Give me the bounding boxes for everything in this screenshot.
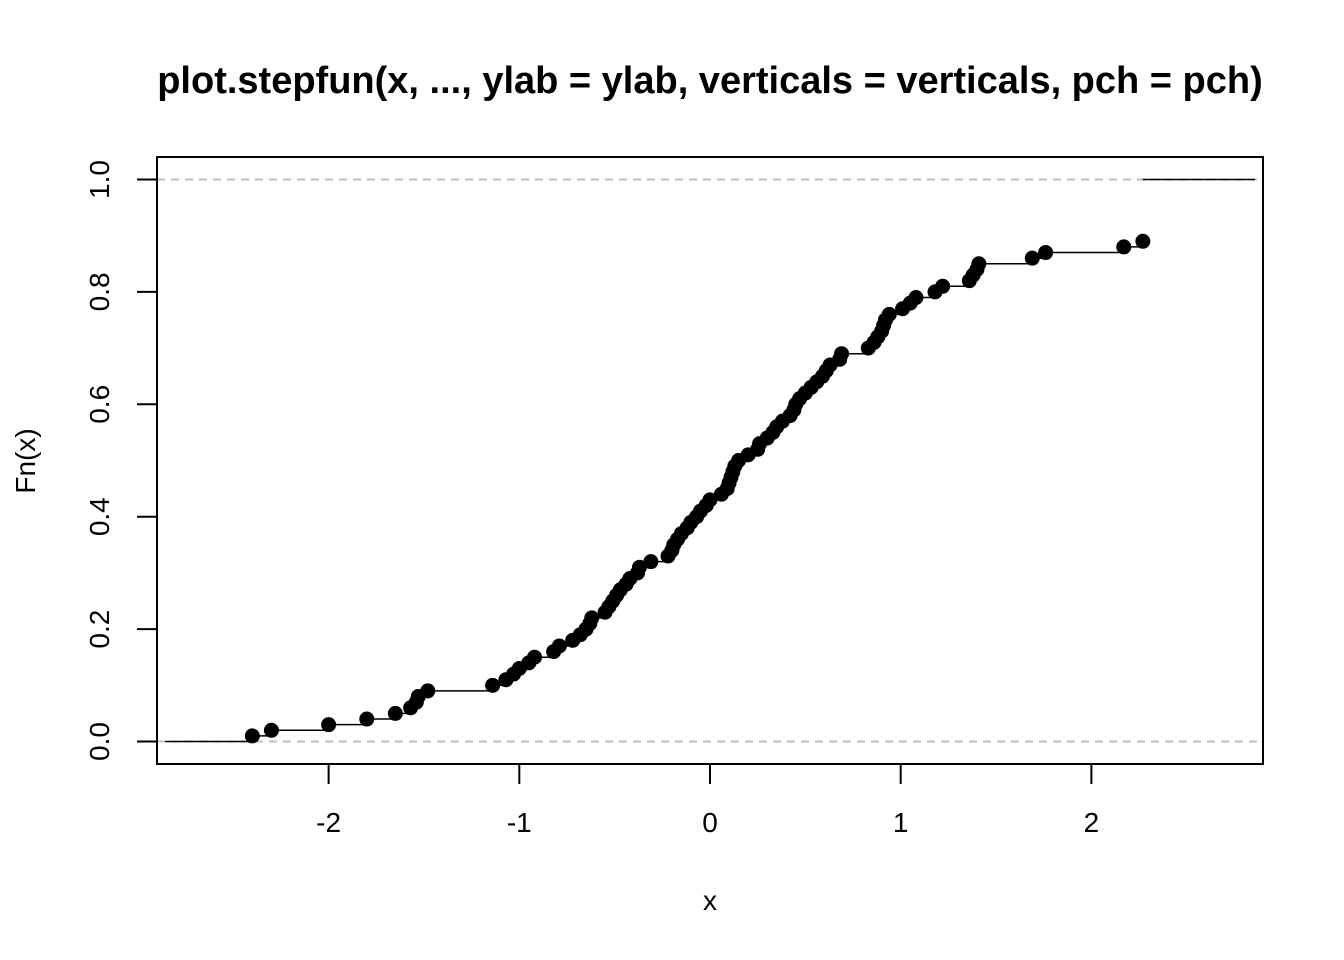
- data-point: [908, 290, 924, 306]
- data-point: [387, 705, 403, 721]
- data-point: [527, 649, 543, 665]
- data-point: [359, 711, 375, 727]
- data-point: [1135, 233, 1151, 249]
- y-tick-label: 0.8: [84, 272, 115, 311]
- y-axis-label: Fn(x): [10, 428, 41, 493]
- x-axis-label: x: [703, 885, 717, 916]
- x-tick-label: 2: [1084, 807, 1100, 838]
- plot-frame: [156, 156, 1264, 765]
- data-point: [643, 554, 659, 570]
- data-point: [881, 306, 897, 322]
- y-tick-label: 0.6: [84, 385, 115, 424]
- data-point: [1024, 250, 1040, 266]
- x-axis: -2 -1 0 1 2: [316, 763, 1100, 838]
- data-point: [551, 638, 567, 654]
- x-tick-label: -2: [316, 807, 341, 838]
- plot-area: [157, 178, 1263, 744]
- data-point: [263, 722, 279, 738]
- data-point: [971, 256, 987, 272]
- x-tick-label: -1: [507, 807, 532, 838]
- y-axis: 0.0 0.2 0.4 0.6 0.8 1.0: [84, 160, 158, 761]
- x-tick-label: 0: [702, 807, 718, 838]
- data-point: [631, 559, 647, 575]
- data-point: [485, 677, 501, 693]
- data-point: [584, 610, 600, 626]
- data-point: [244, 728, 260, 744]
- chart-title: plot.stepfun(x, ..., ylab = ylab, vertic…: [157, 60, 1263, 102]
- data-point: [1038, 245, 1054, 261]
- data-point: [420, 683, 436, 699]
- y-tick-label: 1.0: [84, 160, 115, 199]
- y-tick-label: 0.0: [84, 722, 115, 761]
- data-point: [321, 717, 337, 733]
- y-tick-label: 0.2: [84, 610, 115, 649]
- data-point: [702, 492, 718, 508]
- data-point: [834, 346, 850, 362]
- x-tick-label: 1: [893, 807, 909, 838]
- y-tick-label: 0.4: [84, 497, 115, 536]
- data-point: [1116, 239, 1132, 255]
- data-point: [935, 278, 951, 294]
